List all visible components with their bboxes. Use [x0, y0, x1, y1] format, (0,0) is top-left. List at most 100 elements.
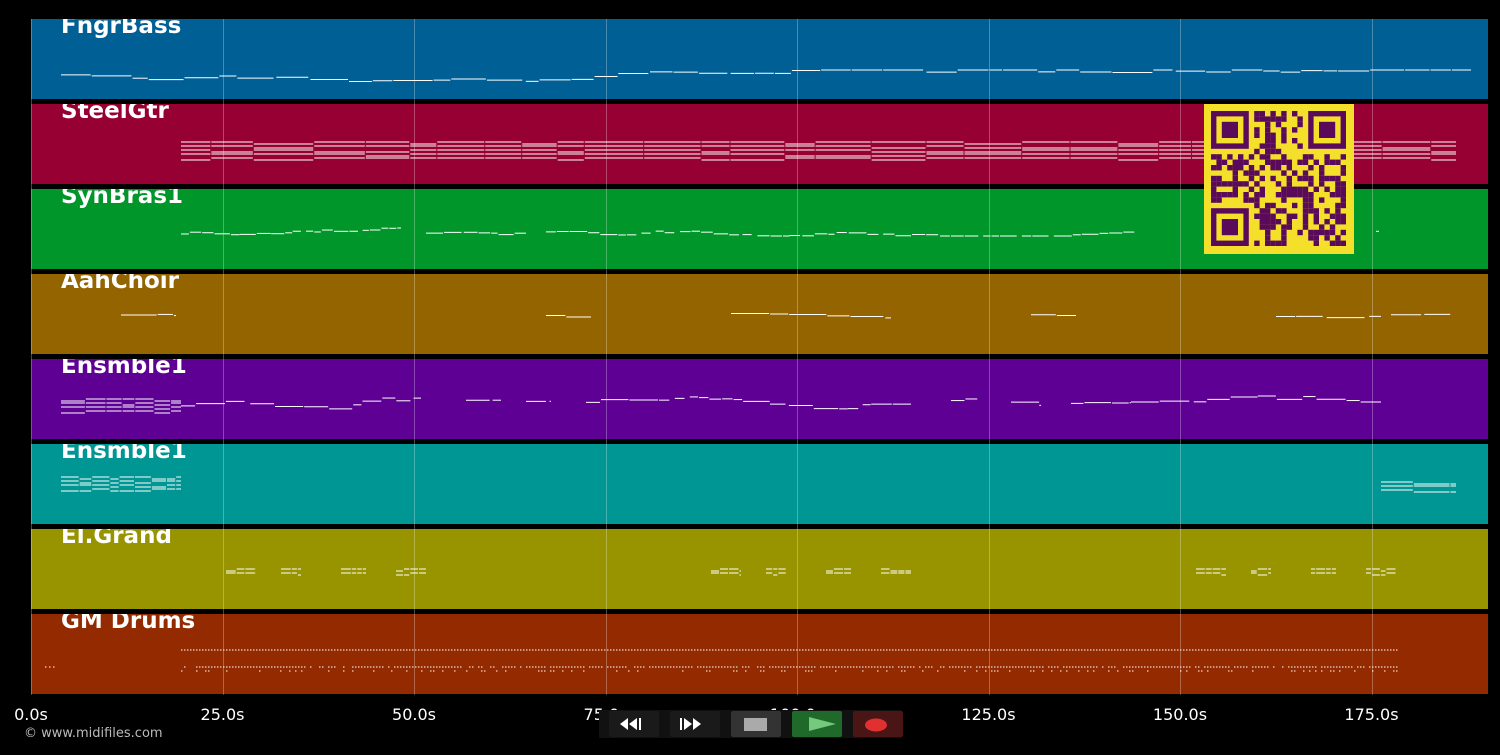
qr-finder-module [1221, 219, 1238, 236]
qr-module [1340, 229, 1346, 236]
qr-module [1254, 197, 1260, 203]
qr-module [1270, 148, 1276, 155]
qr-module [1286, 165, 1292, 171]
qr-module [1324, 219, 1330, 225]
qr-module [1308, 197, 1314, 203]
qr-module [1259, 219, 1265, 225]
qr-module [1313, 229, 1319, 236]
qr-module [1270, 159, 1276, 165]
track-fngrbass: FngrBass [31, 19, 1488, 99]
qr-module [1340, 197, 1346, 203]
qr-module [1232, 159, 1238, 165]
qr-module [1302, 202, 1309, 209]
qr-module [1286, 159, 1292, 165]
qr-module [1297, 143, 1303, 149]
qr-module [1259, 165, 1265, 171]
qr-module [1281, 170, 1287, 176]
qr-module [1265, 127, 1271, 133]
record-button[interactable] [853, 711, 903, 737]
qr-module [1221, 181, 1228, 187]
qr-module [1281, 197, 1287, 203]
qr-module [1270, 116, 1276, 122]
qr-module [1319, 165, 1325, 171]
qr-module [1319, 224, 1325, 230]
qr-module [1340, 154, 1346, 160]
qr-module [1243, 197, 1249, 203]
track-el-grand: El.Grand [31, 529, 1488, 609]
qr-module [1297, 121, 1303, 128]
qr-module [1238, 154, 1244, 160]
qr-module [1281, 192, 1287, 198]
qr-module [1232, 175, 1238, 182]
track-aahchoir: AahChoir [31, 274, 1488, 354]
qr-module [1275, 159, 1282, 165]
qr-module [1248, 170, 1255, 176]
qr-module [1286, 175, 1292, 182]
qr-module [1259, 111, 1265, 117]
qr-module [1270, 202, 1276, 209]
qr-module [1238, 165, 1244, 171]
qr-module [1275, 121, 1282, 128]
qr-module [1324, 159, 1330, 165]
qr-module [1292, 127, 1298, 133]
copyright-text: © www.midifiles.com [24, 726, 163, 741]
qr-module [1324, 235, 1330, 241]
stop-button[interactable] [731, 711, 781, 737]
qr-module [1313, 219, 1319, 225]
qr-module [1324, 154, 1330, 160]
track-label: AahChoir [61, 274, 179, 294]
qr-module [1302, 159, 1309, 165]
qr-module [1221, 159, 1228, 165]
qr-module [1286, 192, 1292, 198]
qr-module [1324, 186, 1330, 192]
qr-module [1281, 159, 1287, 165]
qr-module [1265, 219, 1271, 225]
track-label: El.Grand [61, 529, 172, 549]
qr-module [1254, 202, 1260, 209]
qr-module [1270, 165, 1276, 171]
qr-module [1302, 170, 1309, 176]
qr-module [1265, 159, 1271, 165]
qr-code[interactable] [1204, 104, 1354, 254]
qr-module [1227, 181, 1233, 187]
qr-module [1216, 154, 1222, 160]
qr-module [1340, 240, 1346, 246]
qr-module [1243, 159, 1249, 165]
qr-module [1259, 208, 1265, 214]
track-label: Ensmble1 [61, 359, 187, 379]
qr-finder-module [1221, 121, 1238, 138]
qr-module [1259, 192, 1265, 198]
qr-module [1232, 170, 1238, 176]
qr-module [1297, 229, 1303, 236]
qr-module [1216, 197, 1222, 203]
qr-module [1259, 175, 1265, 182]
qr-module [1302, 224, 1309, 230]
qr-module [1265, 121, 1271, 128]
qr-module [1319, 170, 1325, 176]
qr-module [1308, 192, 1314, 198]
qr-module [1281, 229, 1287, 236]
play-button[interactable] [792, 711, 842, 737]
qr-module [1313, 186, 1319, 192]
qr-module [1270, 213, 1276, 219]
qr-module [1335, 240, 1341, 246]
qr-module [1254, 148, 1260, 155]
qr-module [1281, 224, 1287, 230]
qr-module [1340, 181, 1346, 187]
qr-module [1302, 154, 1309, 160]
qr-module [1232, 181, 1238, 187]
qr-module [1216, 159, 1222, 165]
track-label: GM Drums [61, 614, 196, 634]
play-icon [809, 717, 836, 731]
qr-module [1329, 224, 1336, 230]
rewind-button[interactable] [609, 711, 659, 737]
track-label: Ensmble1 [61, 444, 187, 464]
qr-module [1275, 219, 1282, 225]
qr-module [1292, 202, 1298, 209]
qr-module [1275, 148, 1282, 155]
qr-module [1335, 208, 1341, 214]
qr-module [1211, 197, 1217, 203]
qr-module [1243, 192, 1249, 198]
fast-forward-button[interactable] [670, 711, 720, 737]
qr-module [1216, 181, 1222, 187]
